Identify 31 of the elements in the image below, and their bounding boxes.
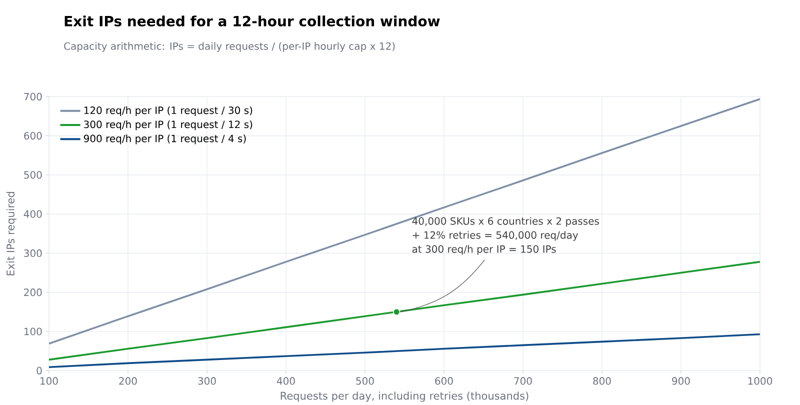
y-tick-label: 500 xyxy=(24,171,42,179)
y-tick-label: 200 xyxy=(24,288,42,296)
annotation: 40,000 SKUs x 6 countries x 2 passes xyxy=(412,217,599,227)
annotation: + 12% retries = 540,000 req/day xyxy=(412,231,578,241)
x-tick-label: 400 xyxy=(276,377,295,385)
y-tick-label: 100 xyxy=(24,328,42,336)
x-axis-title: Requests per day, including retries (thousands) xyxy=(280,392,528,402)
x-tick-label: 900 xyxy=(672,377,690,385)
x-tick-label: 600 xyxy=(435,377,453,385)
y-axis-title: Exit IPs required xyxy=(6,192,16,276)
x-tick-label: 300 xyxy=(198,377,216,385)
x-tick-label: 800 xyxy=(593,377,611,385)
x-tick-label: 100 xyxy=(40,377,58,385)
legend-label: 900 req/h per IP (1 request / 4 s) xyxy=(84,134,246,144)
chart-title: Exit IPs needed for a 12-hour collection window xyxy=(64,16,440,26)
line-series xyxy=(48,333,760,368)
line-series xyxy=(48,260,760,361)
y-tick-label: 0 xyxy=(36,366,42,374)
x-tick-label: 700 xyxy=(514,377,532,385)
y-tick-label: 400 xyxy=(24,210,42,218)
y-tick-label: 600 xyxy=(24,132,42,140)
legend-label: 120 req/h per IP (1 request / 30 s) xyxy=(84,106,252,116)
x-tick-label: 200 xyxy=(119,377,137,385)
x-tick-label: 500 xyxy=(356,377,374,385)
chart-subtitle: Capacity arithmetic: IPs = daily requests / (per-IP hourly cap x 12) xyxy=(64,42,395,52)
y-tick-label: 300 xyxy=(24,249,42,257)
legend-label: 300 req/h per IP (1 request / 12 s) xyxy=(84,120,252,130)
line-series xyxy=(48,98,760,344)
x-tick-label: 1000 xyxy=(748,377,772,385)
y-tick-label: 700 xyxy=(24,92,42,100)
annotation: at 300 req/h per IP = 150 IPs xyxy=(412,245,556,255)
